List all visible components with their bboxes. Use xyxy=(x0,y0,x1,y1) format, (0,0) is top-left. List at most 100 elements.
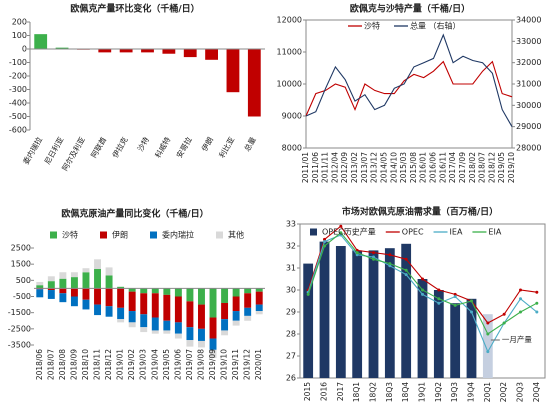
chart-title: 欧佩克与沙特产量（千桶/日） xyxy=(350,3,470,15)
bar-segment xyxy=(36,281,44,286)
y-tick-label: -3500 xyxy=(8,341,31,350)
bar-segment xyxy=(232,296,240,312)
bar-segment xyxy=(82,288,90,300)
bar-segment xyxy=(117,307,125,320)
bar-segment xyxy=(174,288,182,297)
x-tick-label: 2018/08 xyxy=(58,349,67,380)
line xyxy=(305,60,513,117)
marker xyxy=(486,332,490,336)
bar-segment xyxy=(82,299,90,310)
y-tick-label: 28 xyxy=(286,330,296,339)
legend-label: IEA xyxy=(450,228,463,237)
bar-segment xyxy=(140,327,148,333)
bar-segment xyxy=(244,307,252,316)
legend-label: 沙特 xyxy=(62,230,78,240)
marker xyxy=(502,321,506,325)
x-tick-label: 2019/10 xyxy=(507,152,516,183)
x-tick-label: 2015/03 xyxy=(399,152,408,183)
annotation: 一月产量 xyxy=(502,334,532,344)
bar-segment xyxy=(151,330,159,334)
y-tick-label: -500 xyxy=(9,112,27,121)
bar-segment xyxy=(105,267,113,276)
bar xyxy=(368,250,379,378)
marker xyxy=(519,310,522,314)
x-tick-label: 19Q1 xyxy=(418,382,427,402)
marker xyxy=(339,224,343,228)
bar-segment xyxy=(47,290,55,299)
x-tick-label: 2016/01 xyxy=(419,152,428,183)
bar-segment xyxy=(163,320,171,331)
marker xyxy=(453,303,457,307)
y-tick-label: 29 xyxy=(286,308,296,317)
marker xyxy=(453,295,457,299)
y-tick-label: 2500 xyxy=(11,244,31,253)
marker xyxy=(437,288,441,292)
x-tick-label: 2011/06 xyxy=(311,152,320,183)
marker xyxy=(355,251,359,255)
x-tick-label: 2011/01 xyxy=(301,152,310,183)
marker xyxy=(404,257,408,261)
y-tick-label: 30 xyxy=(286,286,296,295)
marker xyxy=(535,310,539,314)
x-tick-label: 2019/07 xyxy=(185,349,194,380)
x-tick-label: 总量 xyxy=(242,135,258,153)
marker xyxy=(519,288,522,292)
x-tick-label: 2015 xyxy=(303,382,312,401)
bar-segment xyxy=(140,314,148,328)
legend-label: OPEC历史产量 xyxy=(322,227,376,237)
x-tick-label: 2018/10 xyxy=(81,349,90,380)
x-tick-label: 2019/01 xyxy=(116,349,125,380)
legend-swatch xyxy=(150,231,157,239)
x-tick-label: 2020/01 xyxy=(254,349,263,380)
bar-segment xyxy=(163,294,171,321)
legend-label: 总量 （右轴） xyxy=(410,21,461,31)
bar-segment xyxy=(94,259,101,270)
y-tick-label: -500 xyxy=(13,292,31,301)
x-tick-label: 2019/10 xyxy=(220,349,229,380)
legend-label: 其他 xyxy=(228,230,244,240)
y-tick-label: 11000 xyxy=(277,48,302,57)
x-tick-label: 18Q1 xyxy=(352,382,361,402)
bar xyxy=(183,49,197,58)
bar-segment xyxy=(94,269,101,289)
marker xyxy=(388,262,392,266)
x-tick-label: 2018/06 xyxy=(35,349,44,380)
x-tick-label: 2015/08 xyxy=(409,152,418,183)
bar-segment xyxy=(221,302,229,320)
y-tick-label: 1500 xyxy=(11,260,31,269)
bar xyxy=(162,49,176,54)
x-tick-label: 2011/11 xyxy=(321,152,330,183)
bar-segment xyxy=(255,311,263,315)
y-tick-label: 34000 xyxy=(516,16,541,25)
marker xyxy=(323,240,326,244)
bar-segment xyxy=(105,275,113,289)
y-tick-label: 31 xyxy=(286,264,296,273)
bar-segment xyxy=(59,293,67,303)
bar xyxy=(319,241,330,378)
bar-segment xyxy=(221,288,229,303)
bar-segment xyxy=(59,288,67,294)
bar-segment xyxy=(232,311,240,321)
y-tick-label: 32 xyxy=(286,242,296,251)
bar-segment xyxy=(151,293,159,318)
marker xyxy=(519,297,522,301)
x-tick-label: 2018/12 xyxy=(104,349,113,380)
x-tick-label: 2019/02 xyxy=(127,349,136,380)
bar-segment xyxy=(70,277,78,289)
x-tick-label: 2019/08 xyxy=(196,349,205,380)
bar-segment xyxy=(209,288,217,318)
x-tick-label: 2019/03 xyxy=(139,349,148,380)
marker xyxy=(404,268,408,272)
bar-segment xyxy=(140,293,148,315)
bar-segment xyxy=(128,288,136,292)
bar-segment xyxy=(186,340,194,347)
bar xyxy=(98,49,112,53)
x-tick-label: 18Q2 xyxy=(369,382,378,402)
bar-segment xyxy=(255,288,263,292)
y-tick-label: 27 xyxy=(286,352,296,361)
bar-segment xyxy=(255,304,263,312)
x-tick-label: 20Q4 xyxy=(532,382,541,402)
bar-segment xyxy=(198,304,205,329)
marker xyxy=(486,321,490,325)
